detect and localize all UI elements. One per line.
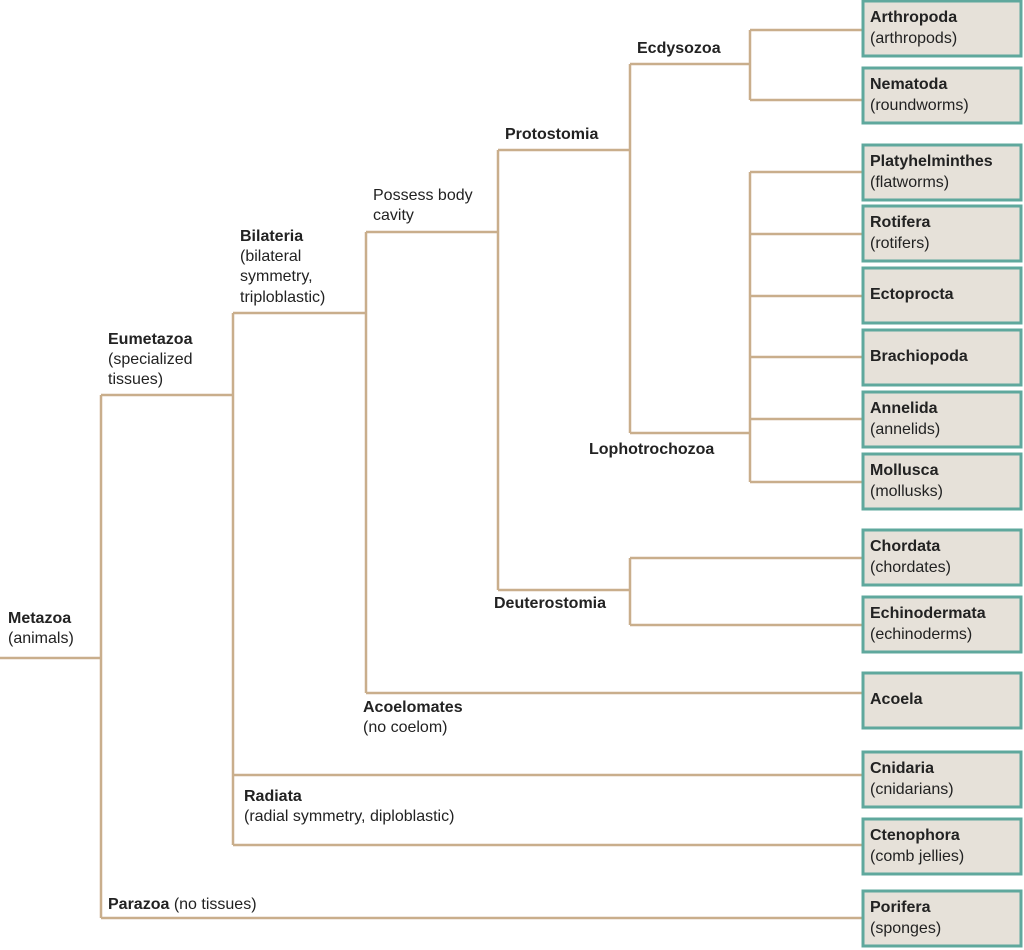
- leaf-box: [861, 817, 1023, 876]
- node-description: symmetry,: [240, 268, 313, 285]
- leaf-box: [861, 143, 1023, 202]
- leaf-common-name: (chordates): [870, 559, 951, 576]
- node-name: Lophotrochozoa: [589, 441, 714, 458]
- leaf-box: [861, 750, 1023, 809]
- node-name: Acoelomates: [363, 699, 463, 716]
- leaf-common-name: (comb jellies): [870, 848, 964, 865]
- leaf-name: Acoela: [870, 691, 923, 708]
- node-name: Parazoa: [108, 896, 169, 913]
- leaf-common-name: (sponges): [870, 920, 941, 937]
- leaf-name: Chordata: [870, 538, 940, 555]
- node-name: Deuterostomia: [494, 595, 606, 612]
- leaf-name: Ectoprocta: [870, 286, 954, 303]
- leaf-common-name: (mollusks): [870, 483, 943, 500]
- leaf-name: Platyhelminthes: [870, 153, 993, 170]
- node-description: (specialized: [108, 351, 192, 368]
- node-description: triploblastic): [240, 289, 325, 306]
- leaf-common-name: (roundworms): [870, 97, 969, 114]
- node-name: Bilateria: [240, 228, 303, 245]
- leaf-name: Porifera: [870, 899, 931, 916]
- leaf-name: Echinodermata: [870, 605, 986, 622]
- leaf-name: Nematoda: [870, 76, 947, 93]
- node-description: (bilateral: [240, 248, 301, 265]
- node-name: Ecdysozoa: [637, 40, 721, 57]
- node-name: Eumetazoa: [108, 331, 193, 348]
- leaf-name: Rotifera: [870, 214, 931, 231]
- leaf-box: [861, 889, 1023, 948]
- node-description: (no coelom): [363, 719, 447, 736]
- node-name: Radiata: [244, 788, 302, 805]
- branches: [0, 28, 862, 920]
- leaf-name: Arthropoda: [870, 9, 957, 26]
- leaf-box: [861, 328, 1023, 387]
- leaf-box: [861, 671, 1023, 730]
- leaf-name: Mollusca: [870, 462, 939, 479]
- leaf-name: Annelida: [870, 400, 938, 417]
- leaf-box: [861, 595, 1023, 654]
- leaf-name: Brachiopoda: [870, 348, 968, 365]
- leaf-name: Cnidaria: [870, 760, 934, 777]
- leaf-box: [861, 452, 1023, 511]
- leaf-box: [861, 66, 1023, 125]
- leaf-common-name: (annelids): [870, 421, 940, 438]
- leaf-box: [861, 390, 1023, 449]
- node-description: cavity: [373, 207, 414, 224]
- leaf-box: [861, 528, 1023, 587]
- leaf-common-name: (echinoderms): [870, 626, 972, 643]
- node-description: (radial symmetry, diploblastic): [244, 808, 454, 825]
- node-name: Metazoa: [8, 610, 71, 627]
- node-description: Possess body: [373, 187, 473, 204]
- leaf-common-name: (arthropods): [870, 30, 957, 47]
- node-label: Parazoa (no tissues): [108, 896, 257, 913]
- leaf-common-name: (rotifers): [870, 235, 930, 252]
- node-description: (no tissues): [174, 896, 257, 913]
- leaf-common-name: (flatworms): [870, 174, 949, 191]
- leaf-box: [861, 0, 1023, 58]
- leaf-boxes: Arthropoda (arthropods) Nematoda (roundworm…: [861, 0, 1023, 948]
- node-description: (animals): [8, 630, 74, 647]
- leaf-box: [861, 204, 1023, 263]
- node-name: Protostomia: [505, 126, 598, 143]
- leaf-box: [861, 266, 1023, 325]
- leaf-common-name: (cnidarians): [870, 781, 954, 798]
- node-description: tissues): [108, 371, 163, 388]
- leaf-name: Ctenophora: [870, 827, 960, 844]
